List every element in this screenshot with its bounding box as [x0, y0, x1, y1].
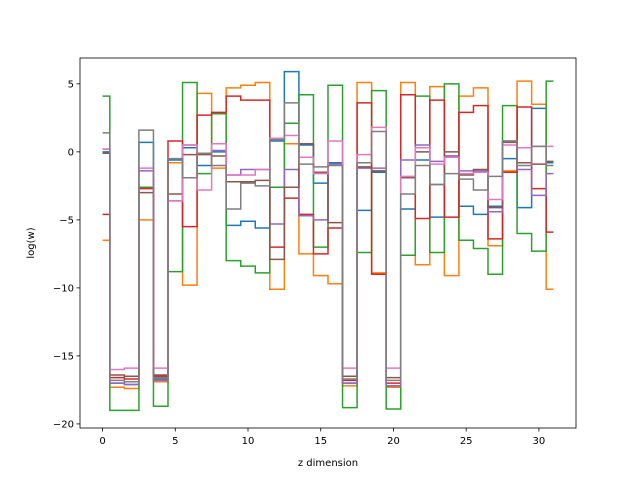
y-tick-label: −5 — [59, 215, 74, 226]
series-line-2 — [102, 80, 554, 390]
y-tick-label: 5 — [68, 79, 74, 90]
series-line-6 — [102, 141, 554, 379]
plot-frame — [79, 57, 577, 429]
x-tick-label: 25 — [460, 436, 473, 447]
y-axis-ticks: −20 −15 −10 −5 0 5 — [53, 79, 80, 430]
x-tick-label: 30 — [533, 436, 546, 447]
y-tick-label: −20 — [53, 419, 74, 430]
x-tick-label: 0 — [99, 436, 105, 447]
x-tick-label: 20 — [387, 436, 400, 447]
series-line-4 — [102, 93, 554, 384]
series-line-7 — [102, 126, 554, 371]
x-tick-label: 10 — [242, 436, 255, 447]
y-axis-label: log(w) — [26, 227, 37, 258]
x-tick-label: 15 — [314, 436, 327, 447]
x-axis-label: z dimension — [298, 458, 358, 469]
x-axis-ticks: 0 5 10 15 20 25 30 — [99, 428, 545, 447]
y-tick-label: 0 — [68, 147, 74, 158]
x-tick-label: 5 — [172, 436, 178, 447]
y-tick-label: −15 — [53, 351, 74, 362]
series-line-8 — [102, 102, 554, 383]
y-tick-label: −10 — [53, 283, 74, 294]
series-layer — [102, 70, 554, 412]
